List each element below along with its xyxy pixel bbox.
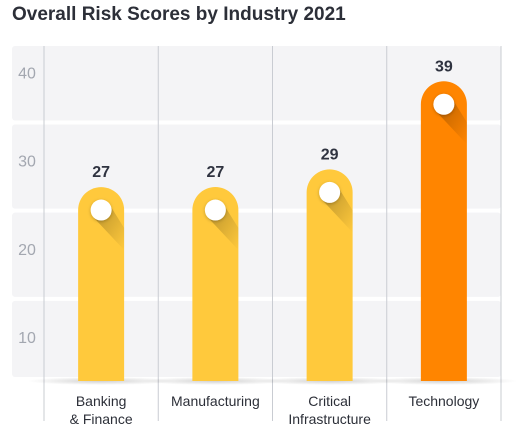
bar bbox=[420, 81, 467, 381]
bar-marker-dot bbox=[433, 93, 455, 115]
grid-band bbox=[12, 46, 501, 121]
category-label: Banking & Finance bbox=[70, 393, 133, 427]
chart-title: Overall Risk Scores by Industry 2021 bbox=[12, 4, 346, 25]
grid-band bbox=[12, 124, 501, 209]
y-tick-label: 40 bbox=[18, 65, 36, 82]
bar-group: 39 bbox=[370, 58, 518, 385]
bar-group: 29 bbox=[256, 146, 404, 385]
category-label: Technology bbox=[408, 393, 479, 409]
category-label: Manufacturing bbox=[171, 393, 260, 409]
bar-group: 27 bbox=[27, 164, 175, 385]
grid-band bbox=[12, 212, 501, 297]
category-label: Critical Infrastructure bbox=[288, 393, 371, 427]
bar bbox=[306, 169, 353, 381]
bar-group: 27 bbox=[141, 164, 289, 385]
y-tick-label: 20 bbox=[18, 242, 36, 259]
data-label: 27 bbox=[206, 164, 224, 181]
data-label: 39 bbox=[435, 58, 453, 75]
grid-band bbox=[12, 300, 501, 377]
bar-marker-dot bbox=[319, 181, 341, 203]
data-label: 29 bbox=[321, 146, 339, 163]
bar-marker-dot bbox=[90, 199, 112, 221]
y-tick-label: 30 bbox=[18, 154, 36, 171]
y-tick-label: 10 bbox=[18, 330, 36, 347]
bar-marker-dot bbox=[204, 199, 226, 221]
data-label: 27 bbox=[92, 164, 110, 181]
